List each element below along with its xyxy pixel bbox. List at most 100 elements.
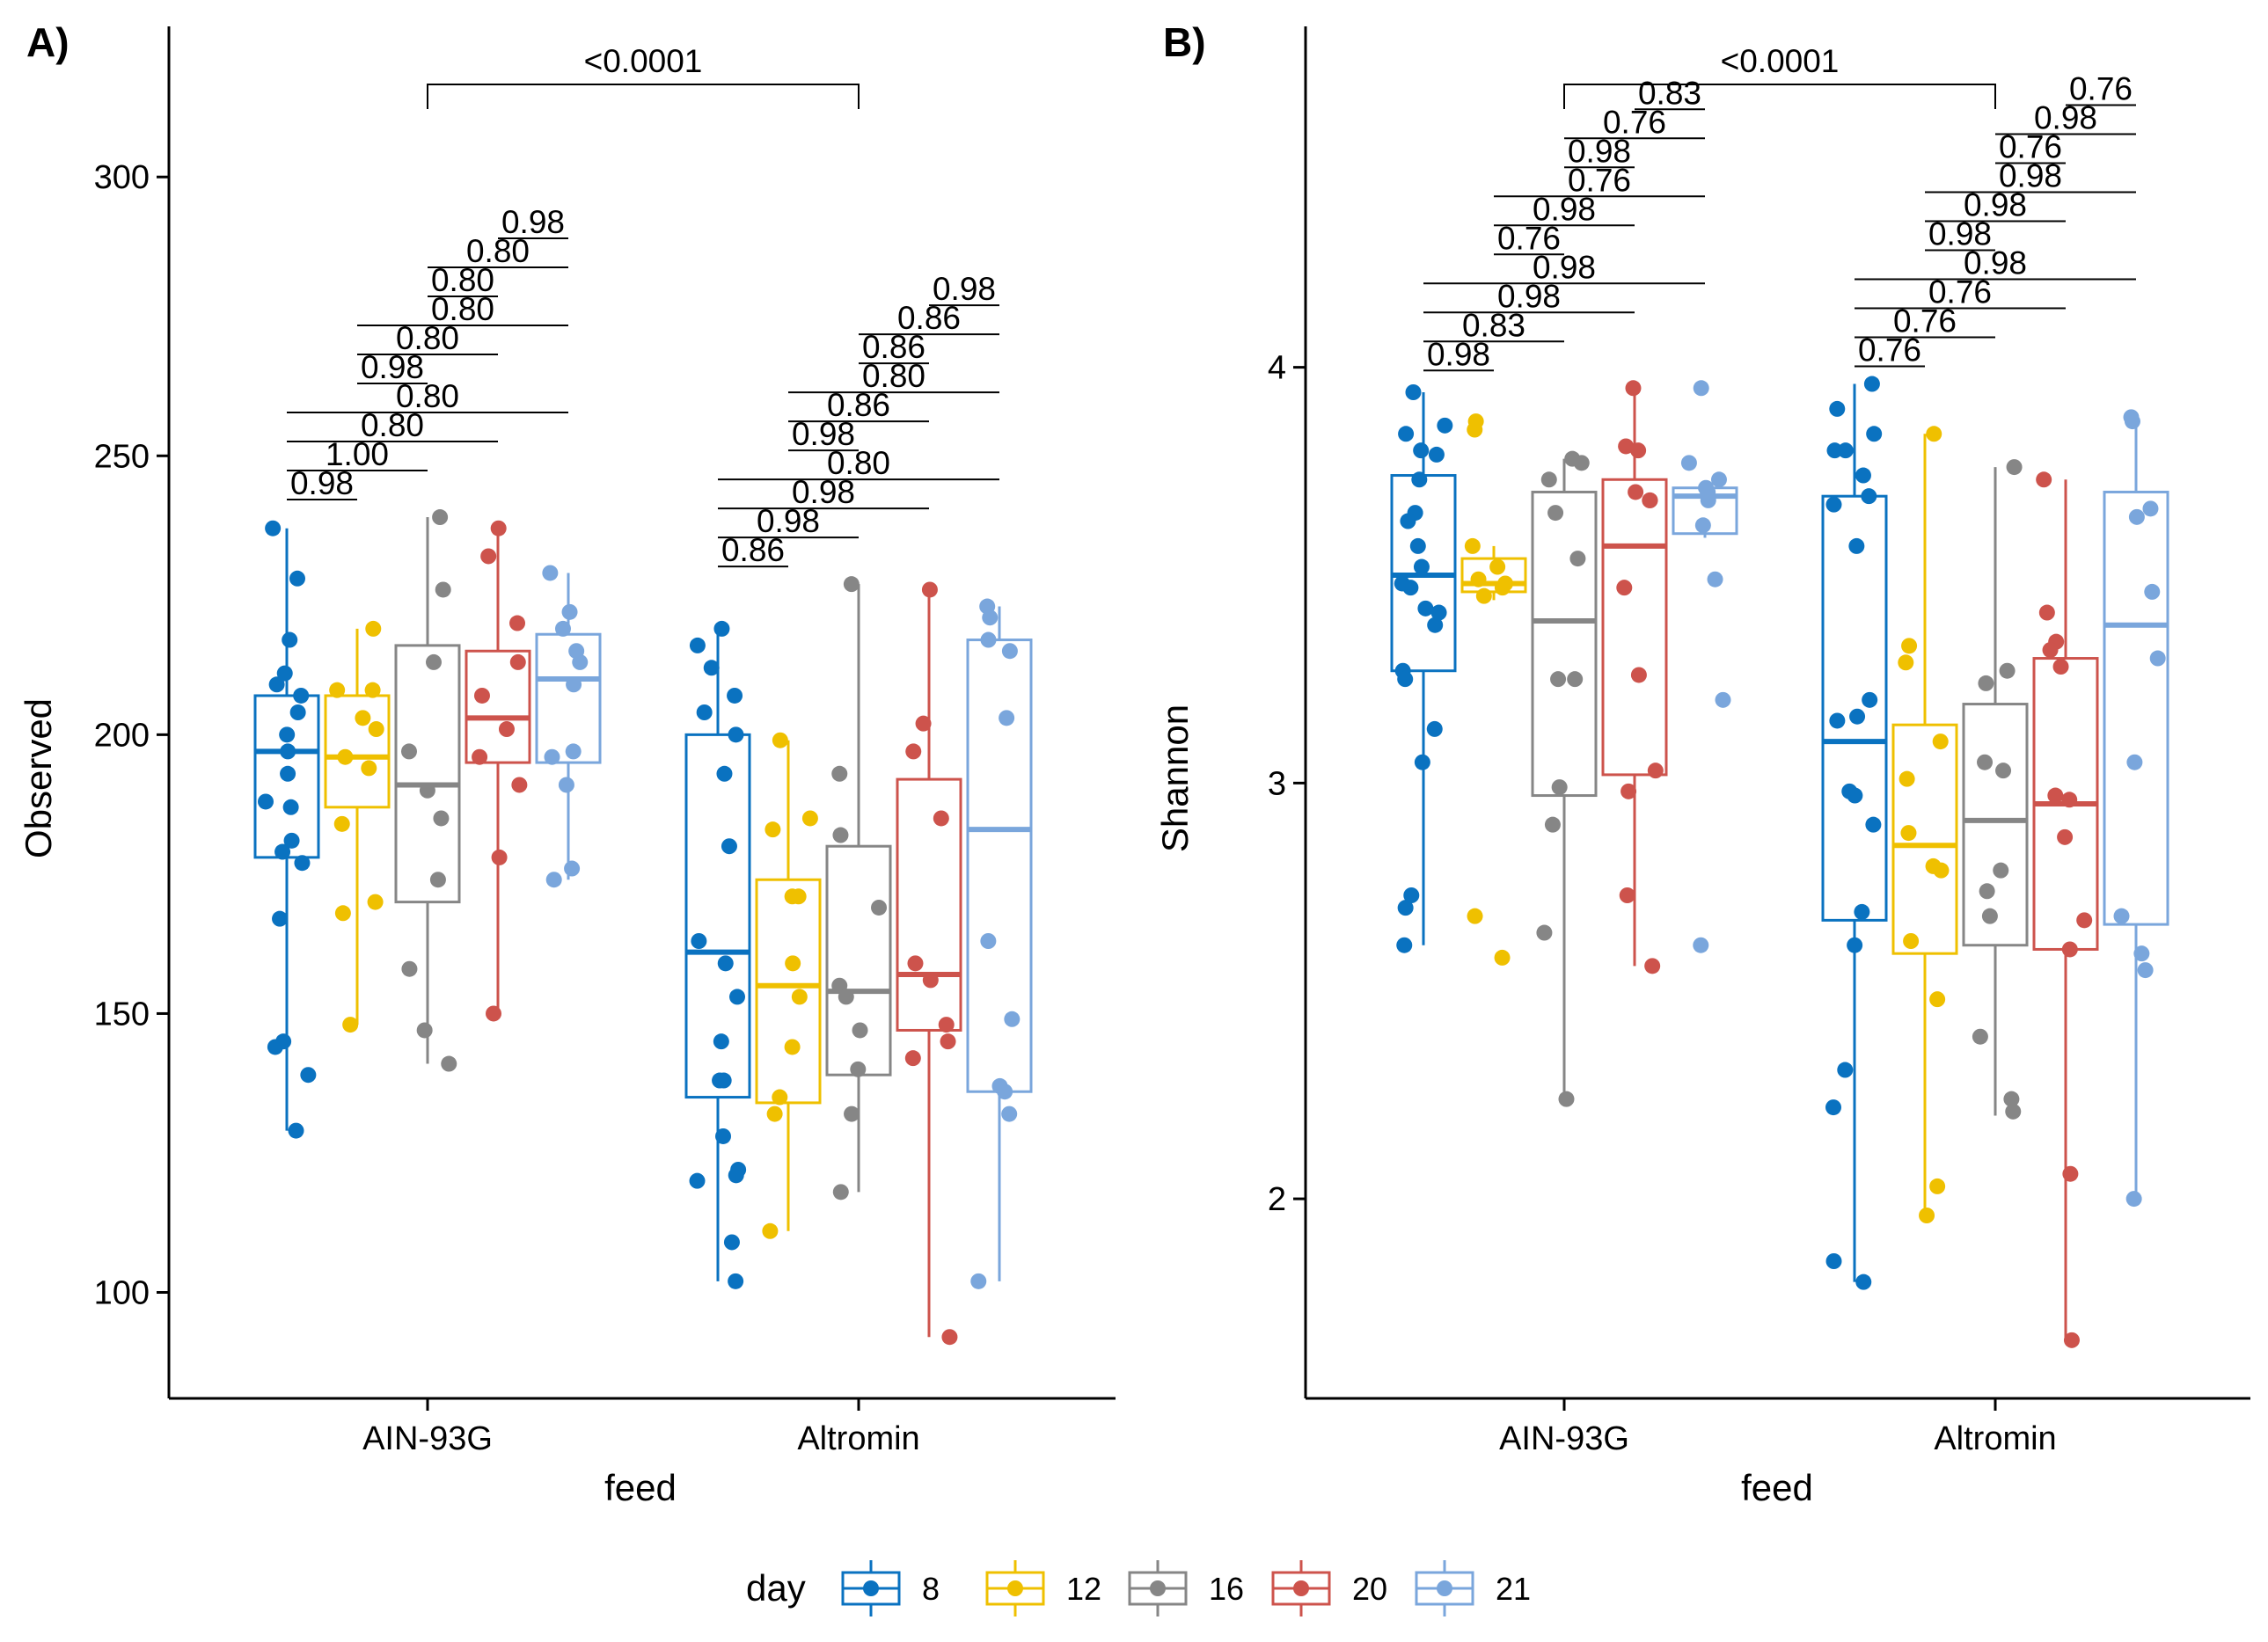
data-point bbox=[832, 1184, 849, 1200]
data-point bbox=[838, 989, 854, 1005]
data-point bbox=[490, 520, 507, 536]
data-point bbox=[2038, 604, 2055, 621]
data-point bbox=[1630, 442, 1647, 459]
data-point bbox=[784, 1039, 801, 1055]
data-point bbox=[1849, 708, 1866, 725]
data-point bbox=[1710, 471, 1727, 488]
data-point bbox=[1001, 1106, 1018, 1122]
data-point bbox=[1900, 825, 1917, 842]
data-point bbox=[472, 748, 488, 765]
box bbox=[1962, 703, 2029, 947]
data-point bbox=[1899, 770, 1915, 787]
data-point bbox=[1837, 442, 1854, 459]
data-point bbox=[921, 581, 938, 598]
data-point bbox=[1862, 691, 1878, 708]
legend-label: 12 bbox=[1066, 1571, 1101, 1607]
legend-key-point bbox=[1150, 1580, 1166, 1596]
data-point bbox=[1999, 662, 2016, 679]
data-point bbox=[713, 1033, 729, 1050]
data-point bbox=[365, 620, 382, 637]
data-point bbox=[938, 1017, 955, 1033]
data-point bbox=[1396, 937, 1413, 953]
box bbox=[1460, 557, 1527, 594]
legend-label: 20 bbox=[1352, 1571, 1387, 1607]
data-point bbox=[1847, 787, 1863, 804]
data-point bbox=[279, 726, 296, 743]
data-point bbox=[572, 653, 589, 670]
data-point bbox=[2128, 508, 2145, 525]
data-point bbox=[905, 743, 922, 760]
data-point bbox=[1402, 580, 1419, 596]
legend-key-point bbox=[1007, 1580, 1023, 1596]
data-point bbox=[2125, 1191, 2142, 1208]
data-point bbox=[850, 1061, 867, 1077]
y-tick-label: 150 bbox=[94, 996, 150, 1033]
data-point bbox=[1829, 712, 1846, 729]
data-point bbox=[1628, 484, 1644, 500]
data-point bbox=[364, 682, 381, 698]
data-point bbox=[334, 905, 351, 922]
panel-a-observed: A) Observed feed 100 150 200 250 300 AIN-93G 0… bbox=[18, 19, 1116, 1508]
data-point bbox=[1642, 492, 1658, 508]
data-point bbox=[765, 821, 781, 838]
data-point bbox=[999, 710, 1015, 726]
box bbox=[535, 632, 602, 764]
data-point bbox=[558, 777, 574, 793]
data-point bbox=[274, 843, 291, 860]
data-point bbox=[2076, 912, 2093, 929]
data-point bbox=[1430, 604, 1447, 621]
box bbox=[896, 777, 962, 1032]
data-point bbox=[1993, 862, 2009, 879]
data-point bbox=[401, 960, 418, 977]
data-point bbox=[766, 1106, 783, 1122]
x-axis-title: feed bbox=[1741, 1467, 1813, 1508]
data-point bbox=[2124, 413, 2140, 430]
data-point bbox=[772, 1089, 788, 1106]
data-point bbox=[337, 748, 354, 765]
data-point bbox=[1981, 908, 1998, 924]
data-point bbox=[1866, 426, 1883, 442]
data-point bbox=[429, 872, 446, 888]
data-point bbox=[997, 1084, 1013, 1100]
data-point bbox=[1837, 1062, 1854, 1078]
box bbox=[2103, 490, 2169, 926]
data-point bbox=[276, 665, 293, 682]
data-point bbox=[729, 989, 746, 1005]
data-point bbox=[1855, 467, 1871, 484]
panel-label: A) bbox=[26, 19, 70, 65]
legend: day 8 12 16 20 21 bbox=[746, 1560, 1531, 1616]
data-point bbox=[1972, 1028, 1988, 1045]
data-point bbox=[1569, 551, 1586, 567]
data-point bbox=[691, 933, 707, 949]
data-point bbox=[1397, 900, 1414, 916]
data-point bbox=[1903, 933, 1920, 949]
group-pvalue: <0.0001 bbox=[584, 43, 703, 79]
y-axis-title: Observed bbox=[18, 698, 59, 858]
data-point bbox=[1616, 580, 1633, 596]
data-point bbox=[1464, 537, 1481, 554]
data-point bbox=[721, 838, 737, 855]
legend-title: day bbox=[746, 1567, 806, 1609]
data-point bbox=[480, 548, 497, 565]
data-point bbox=[1621, 783, 1637, 799]
data-point bbox=[1567, 671, 1584, 688]
data-point bbox=[727, 687, 743, 704]
data-point bbox=[1397, 671, 1414, 688]
data-point bbox=[2062, 1165, 2079, 1182]
data-point bbox=[2144, 583, 2161, 600]
data-point bbox=[843, 576, 860, 593]
data-point bbox=[1417, 600, 1434, 617]
data-point bbox=[1494, 580, 1511, 596]
data-point bbox=[1865, 816, 1882, 833]
data-point bbox=[696, 704, 713, 720]
data-point bbox=[2006, 459, 2023, 476]
data-point bbox=[915, 715, 932, 732]
data-point bbox=[1995, 763, 2012, 779]
data-point bbox=[1489, 558, 1506, 575]
group-bracket bbox=[1563, 84, 1996, 109]
data-point bbox=[282, 799, 299, 815]
data-point bbox=[1467, 421, 1483, 438]
pairwise-pvalue: 0.83 bbox=[1638, 75, 1701, 111]
group-bracket bbox=[427, 84, 860, 109]
data-point bbox=[852, 1022, 868, 1039]
